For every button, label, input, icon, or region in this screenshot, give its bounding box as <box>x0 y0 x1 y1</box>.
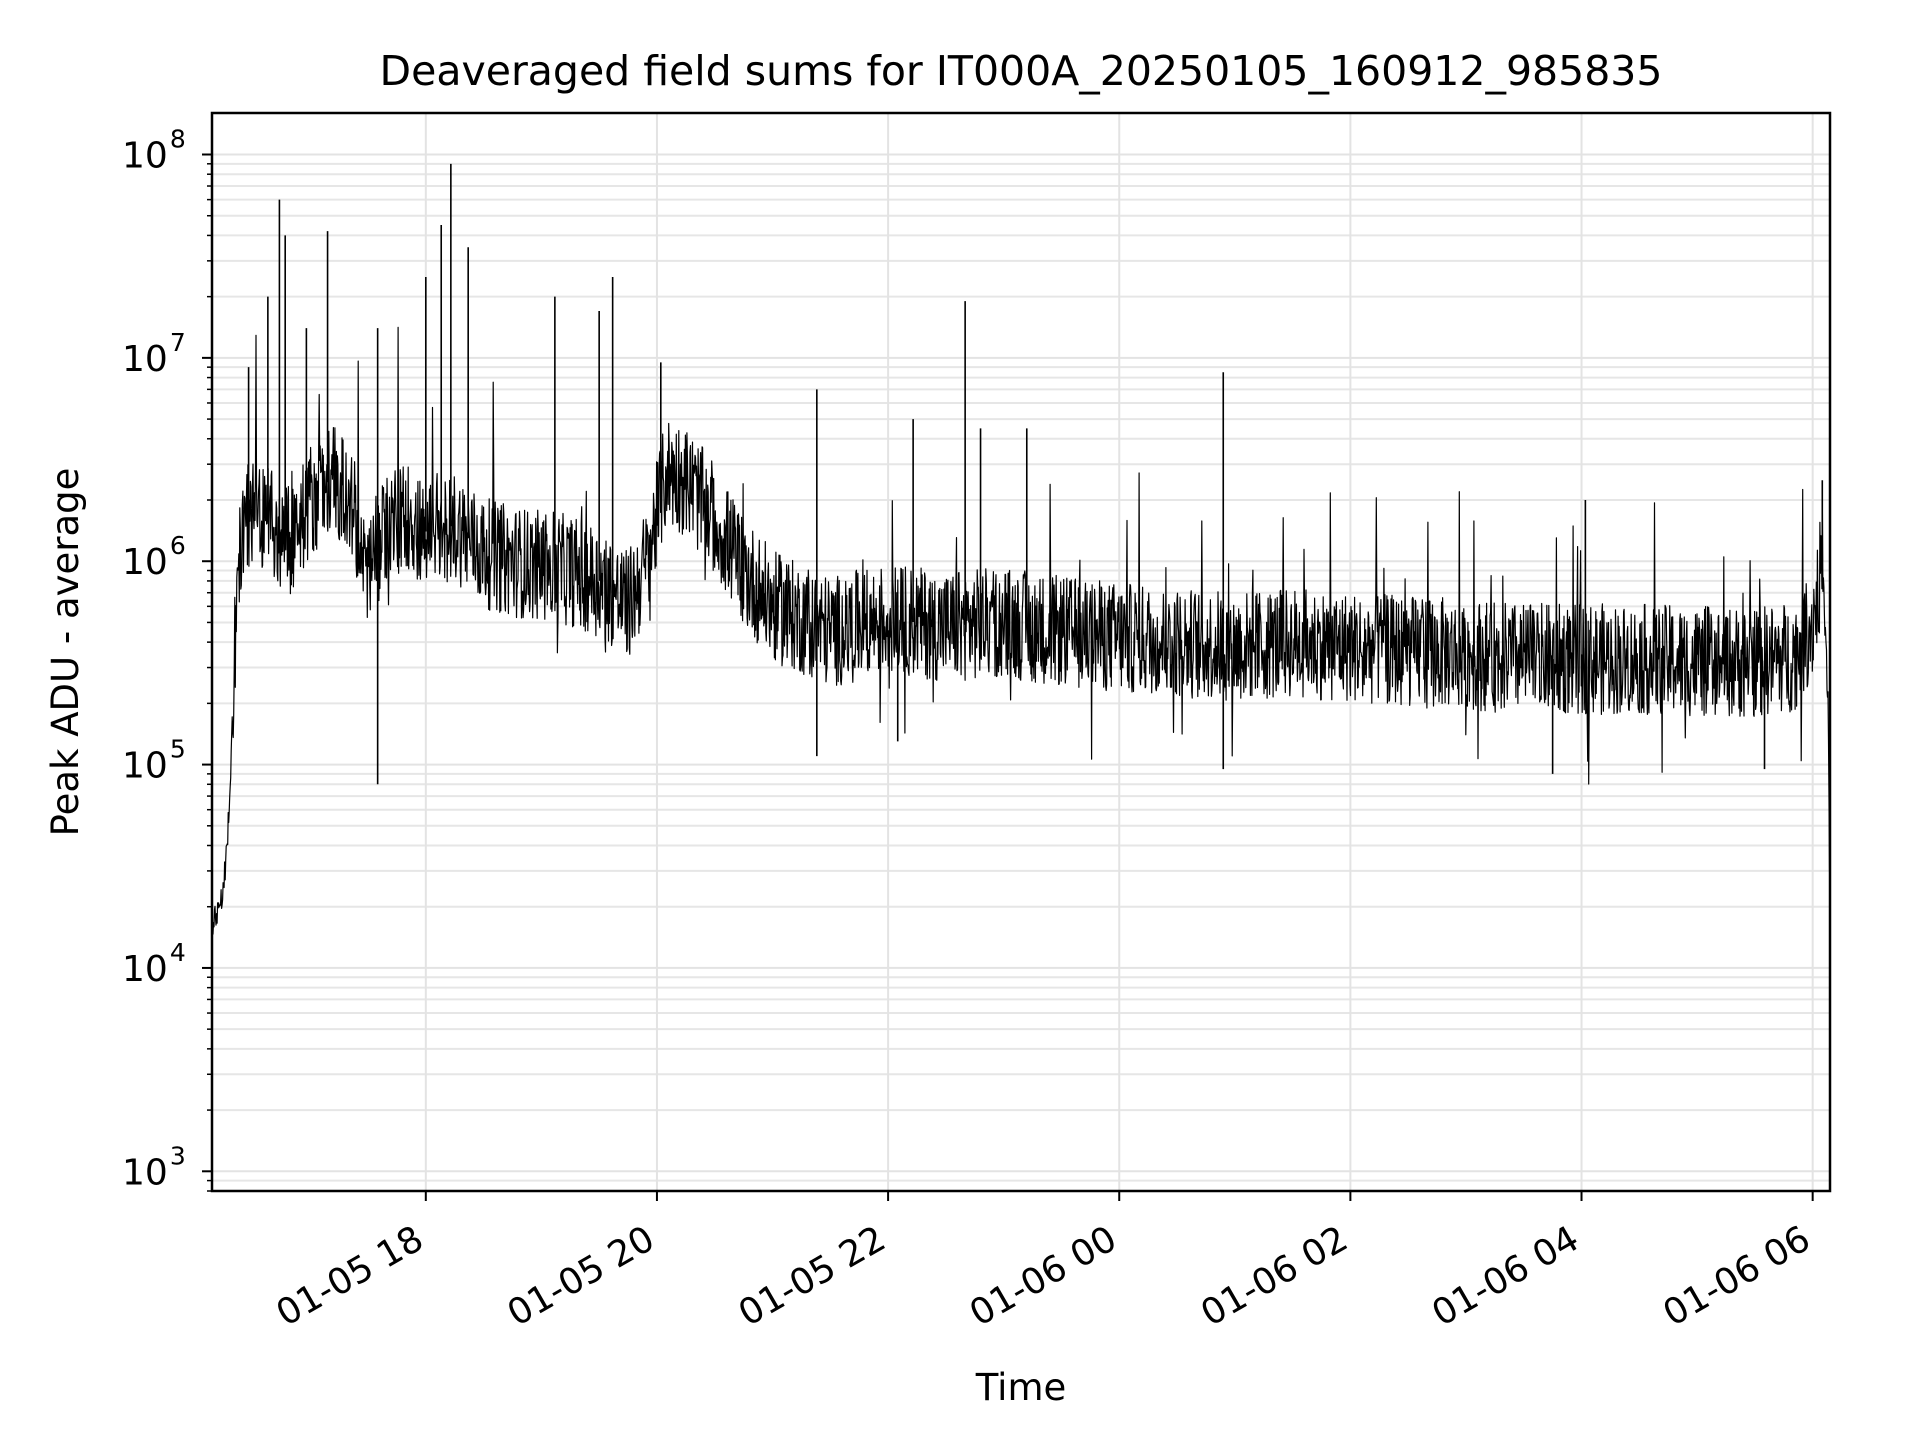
x-tick-label: 01-06 04 <box>1425 1218 1586 1334</box>
y-tick-label-exponent: 5 <box>170 735 186 764</box>
chart-title: Deaveraged field sums for IT000A_2025010… <box>380 47 1663 95</box>
y-tick-label: 107 <box>122 328 186 380</box>
y-tick-label: 106 <box>122 531 186 583</box>
grid-layer <box>212 113 1830 1191</box>
y-tick-label: 103 <box>122 1141 186 1193</box>
y-tick-label: 105 <box>122 735 186 787</box>
y-axis-label: Peak ADU - average <box>44 468 87 837</box>
y-tick-label: 108 <box>122 125 186 177</box>
y-tick-label-exponent: 7 <box>170 328 186 357</box>
y-tick-label-exponent: 4 <box>170 938 186 967</box>
tick-layer: 103 104 105 106 107 108 01-05 18 01-05 20 01-05 … <box>122 125 1817 1335</box>
x-tick-label: 01-06 06 <box>1656 1218 1817 1334</box>
x-tick-label: 01-06 02 <box>1194 1218 1355 1334</box>
y-tick-label-exponent: 6 <box>170 531 186 560</box>
x-tick-label: 01-05 22 <box>732 1218 893 1334</box>
x-tick-label: 01-05 18 <box>270 1218 431 1334</box>
y-tick-label-exponent: 3 <box>170 1141 186 1170</box>
y-tick-label: 104 <box>122 938 186 990</box>
y-tick-label-exponent: 8 <box>170 125 186 154</box>
x-tick-label: 01-06 00 <box>963 1218 1124 1334</box>
x-tick-label: 01-05 20 <box>501 1218 662 1334</box>
x-axis-label: Time <box>975 1366 1067 1409</box>
